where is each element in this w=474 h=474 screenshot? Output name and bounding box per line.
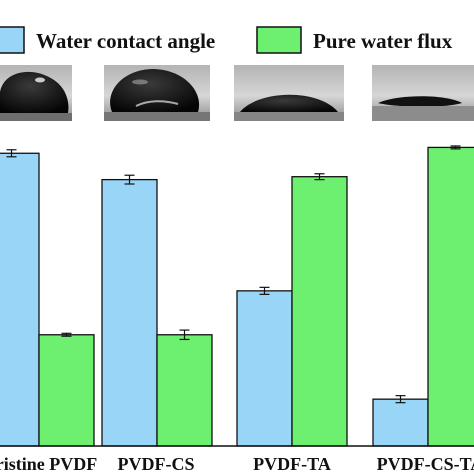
legend-label-water-contact-angle: Water contact angle <box>36 29 215 53</box>
water-droplet-photo <box>104 65 210 121</box>
bar-water-contact-angle <box>236 290 293 447</box>
bar-pure-water-flux <box>427 146 474 447</box>
droplet-photos <box>0 65 474 121</box>
legend-item-water-contact-angle: Water contact angle <box>0 26 215 54</box>
bar-pure-water-flux <box>38 334 95 447</box>
x-tick-labels: Pristine PVDF PVDF-CS PVDF-TA PVDF-CS-TA <box>0 454 474 474</box>
x-tick-label: PVDF-CS-TA <box>377 454 474 474</box>
bars-layer <box>0 145 474 447</box>
legend: Water contact angle Pure water flux <box>0 26 453 54</box>
legend-item-pure-water-flux: Pure water flux <box>256 26 453 54</box>
error-bar <box>6 149 17 158</box>
error-bar <box>259 286 270 295</box>
error-bar <box>61 332 72 337</box>
water-droplet-photo <box>234 65 344 121</box>
bar-water-contact-angle <box>101 178 158 447</box>
x-tick-label: PVDF-CS <box>118 454 195 474</box>
bar-water-contact-angle <box>0 152 40 447</box>
error-bar <box>395 395 406 404</box>
bar-pure-water-flux <box>156 334 213 447</box>
bar-pure-water-flux <box>291 176 348 447</box>
bar-water-contact-angle <box>372 398 429 447</box>
legend-swatch-pure-water-flux <box>256 26 302 54</box>
x-tick-label: Pristine PVDF <box>0 454 97 474</box>
error-bar <box>124 174 135 185</box>
water-droplet-photo <box>0 65 72 121</box>
legend-swatch-water-contact-angle <box>0 26 25 54</box>
error-bar <box>179 329 190 341</box>
error-bar <box>450 145 461 150</box>
legend-label-pure-water-flux: Pure water flux <box>313 29 453 53</box>
water-droplet-photo <box>372 65 474 121</box>
error-bar <box>314 173 325 181</box>
x-tick-label: PVDF-TA <box>253 454 331 474</box>
